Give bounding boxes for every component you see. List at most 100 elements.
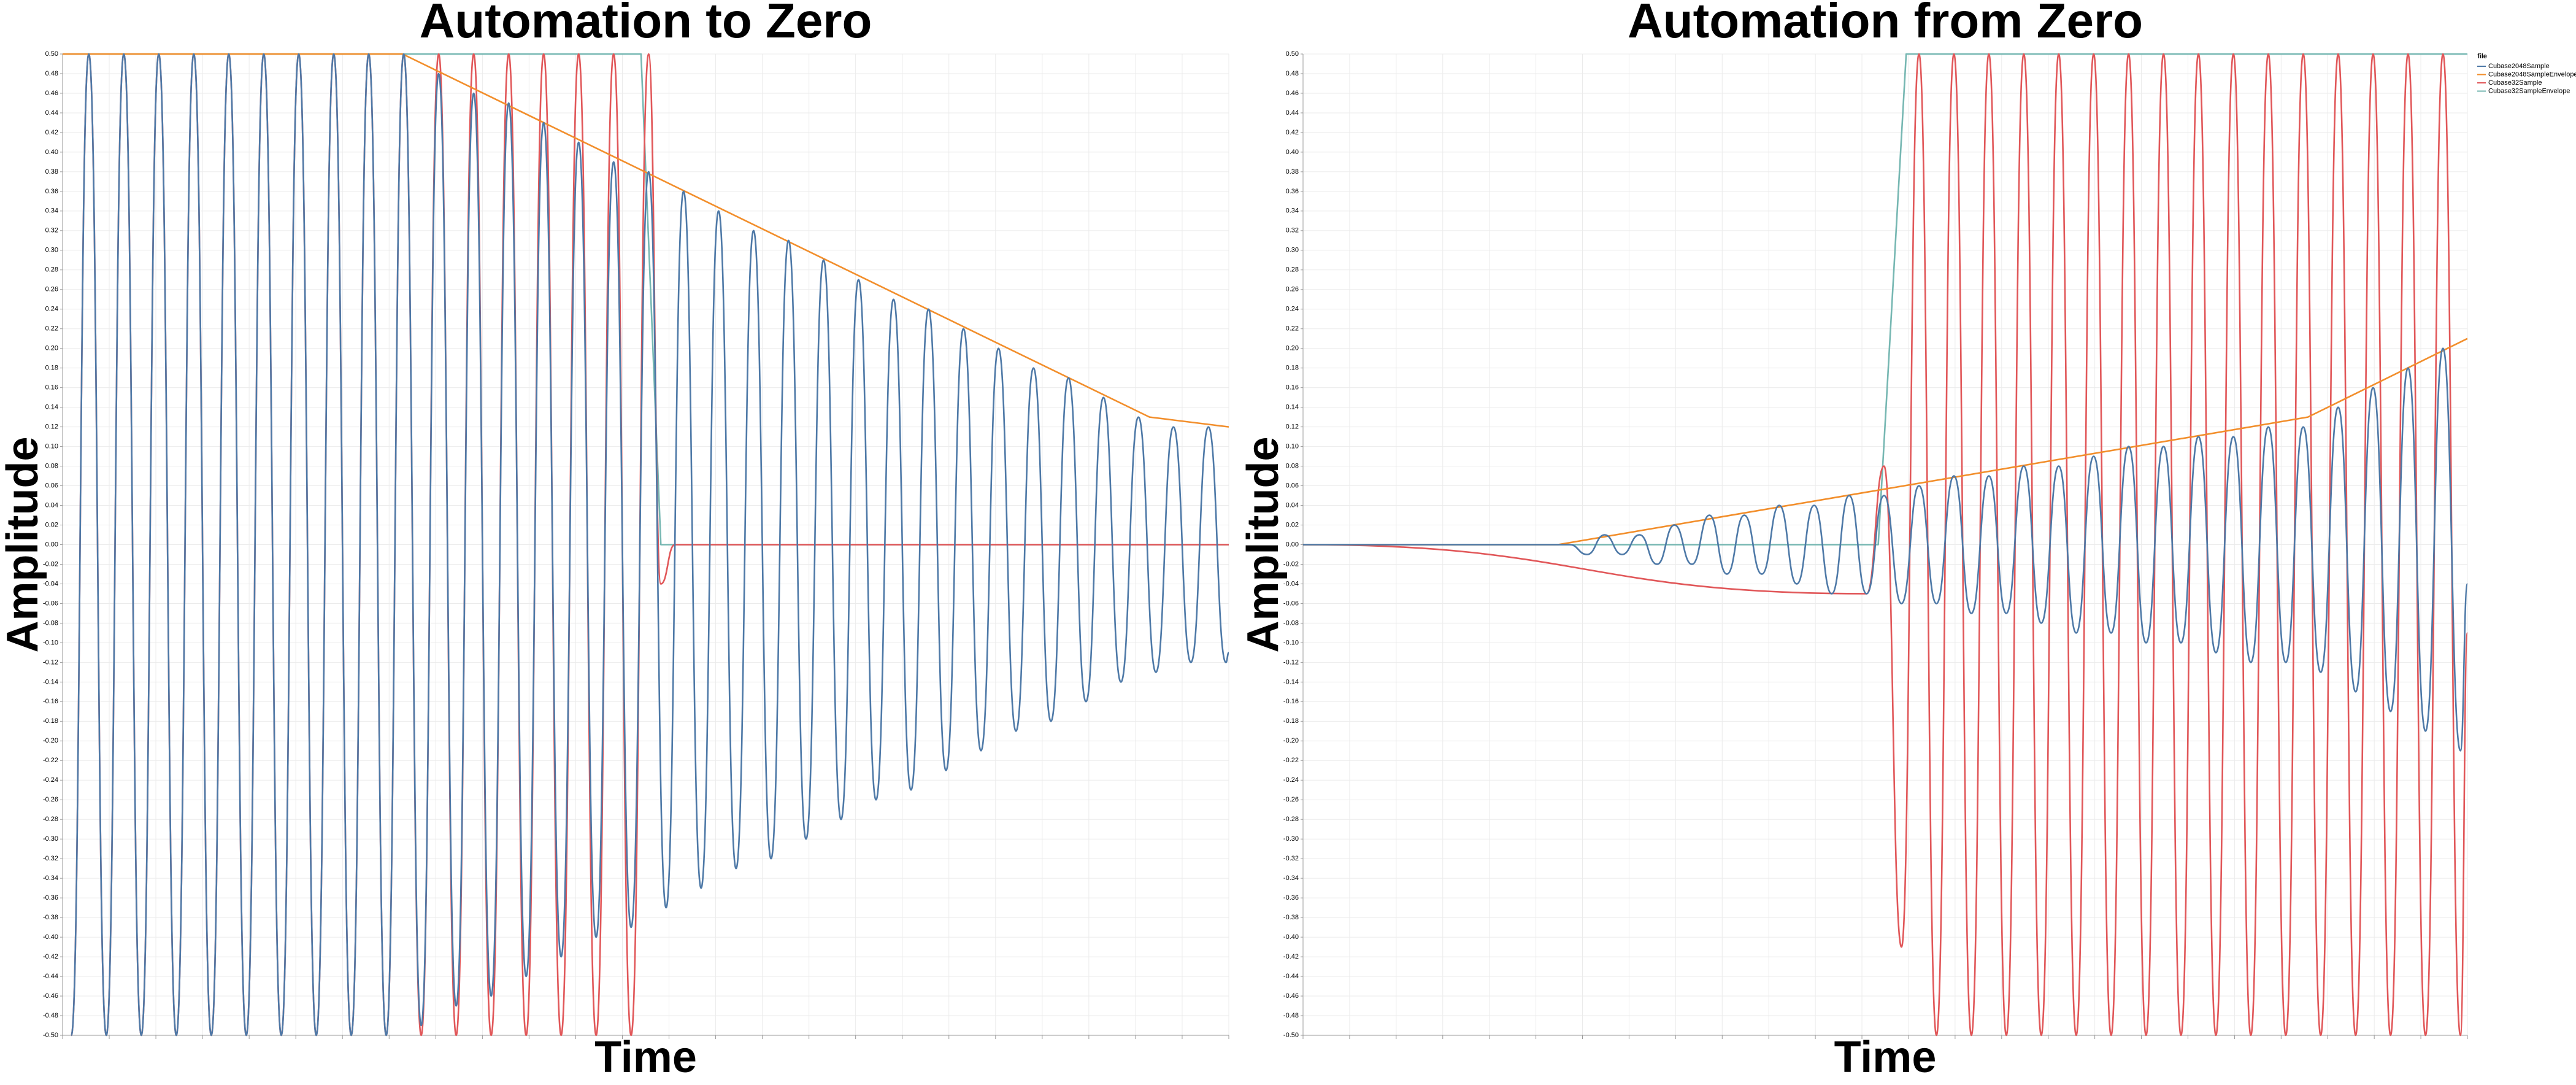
y-tick-label: -0.22 <box>43 757 58 764</box>
y-tick-label: -0.20 <box>43 737 58 744</box>
y-tick-label: 0.00 <box>1286 541 1299 548</box>
y-tick-label: -0.18 <box>43 717 58 725</box>
y-tick-label: -0.48 <box>1283 1012 1299 1019</box>
legend-label: Cubase2048SampleEnvelope <box>2488 71 2576 78</box>
chart-title: Automation to Zero <box>420 0 872 48</box>
y-tick-label: -0.50 <box>43 1032 58 1039</box>
y-tick-label: -0.34 <box>43 875 58 882</box>
y-tick-label: -0.32 <box>43 855 58 862</box>
y-tick-label: -0.28 <box>43 816 58 823</box>
y-tick-label: 0.18 <box>1286 365 1299 372</box>
y-tick-label: 0.38 <box>45 168 58 176</box>
y-tick-label: 0.26 <box>45 286 58 293</box>
y-tick-label: 0.40 <box>45 149 58 156</box>
y-tick-label: 0.48 <box>1286 70 1299 77</box>
y-tick-label: 0.40 <box>1286 149 1299 156</box>
y-tick-label: -0.44 <box>43 973 58 980</box>
y-tick-label: 0.16 <box>1286 384 1299 392</box>
y-tick-label: -0.04 <box>43 580 58 587</box>
y-tick-label: -0.50 <box>1283 1032 1299 1039</box>
y-tick-label: 0.30 <box>1286 247 1299 254</box>
y-tick-label: 0.26 <box>1286 286 1299 293</box>
y-tick-label: -0.42 <box>43 953 58 960</box>
y-tick-label: 0.30 <box>45 247 58 254</box>
y-tick-label: -0.08 <box>1283 619 1299 627</box>
y-tick-label: 0.06 <box>1286 482 1299 489</box>
y-axis-label: Amplitude <box>1239 437 1288 653</box>
chart-title: Automation from Zero <box>1628 0 2143 48</box>
y-tick-label: 0.20 <box>1286 345 1299 352</box>
y-tick-label: -0.32 <box>1283 855 1299 862</box>
y-tick-label: 0.24 <box>1286 306 1299 313</box>
y-tick-label: -0.12 <box>1283 658 1299 666</box>
y-tick-label: -0.46 <box>43 992 58 1000</box>
y-tick-label: 0.42 <box>45 129 58 136</box>
y-tick-label: 0.36 <box>1286 188 1299 195</box>
y-tick-label: -0.42 <box>1283 953 1299 960</box>
series-line <box>70 53 1230 1037</box>
y-tick-label: 0.38 <box>1286 168 1299 176</box>
y-tick-label: 0.50 <box>45 50 58 58</box>
y-tick-label: 0.28 <box>45 266 58 274</box>
y-tick-label: -0.38 <box>1283 914 1299 921</box>
series-line <box>63 53 1229 428</box>
y-tick-label: 0.02 <box>45 521 58 528</box>
y-tick-label: 0.16 <box>45 384 58 392</box>
y-tick-label: 0.32 <box>1286 227 1299 234</box>
y-tick-label: -0.36 <box>43 894 58 902</box>
legend-label: Cubase32Sample <box>2488 79 2542 87</box>
y-tick-label: -0.46 <box>1283 992 1299 1000</box>
y-tick-label: -0.24 <box>1283 776 1299 784</box>
y-tick-label: -0.48 <box>43 1012 58 1019</box>
y-tick-label: 0.22 <box>45 325 58 333</box>
y-tick-label: 0.46 <box>45 90 58 97</box>
legend-label: Cubase32SampleEnvelope <box>2488 87 2570 95</box>
y-tick-label: -0.08 <box>43 619 58 627</box>
y-tick-label: 0.20 <box>45 345 58 352</box>
y-tick-label: -0.20 <box>1283 737 1299 744</box>
y-tick-label: 0.04 <box>1286 501 1299 509</box>
y-tick-label: -0.04 <box>1283 580 1299 587</box>
y-tick-label: 0.14 <box>45 404 58 411</box>
y-tick-label: -0.14 <box>1283 678 1299 685</box>
y-tick-label: -0.26 <box>1283 796 1299 803</box>
y-tick-label: 0.02 <box>1286 521 1299 528</box>
y-tick-label: -0.26 <box>43 796 58 803</box>
y-tick-label: -0.40 <box>1283 933 1299 941</box>
y-tick-label: 0.34 <box>45 207 58 215</box>
y-tick-label: -0.10 <box>1283 639 1299 646</box>
chart-panel: Automation to Zero Time Amplitude -0.50 -0.4… <box>0 0 1230 1082</box>
chart-panel: Automation from Zero Time Amplitude -0.50 -0… <box>1239 0 2576 1082</box>
y-tick-label: 0.12 <box>1286 423 1299 431</box>
y-tick-label: -0.02 <box>43 560 58 568</box>
y-tick-label: -0.18 <box>1283 717 1299 725</box>
y-tick-label: -0.16 <box>43 698 58 705</box>
series-line <box>1303 53 2467 546</box>
y-tick-label: -0.36 <box>1283 894 1299 902</box>
y-tick-label: -0.10 <box>43 639 58 646</box>
legend-label: Cubase2048Sample <box>2488 63 2550 70</box>
y-tick-label: -0.16 <box>1283 698 1299 705</box>
y-tick-label: 0.48 <box>45 70 58 77</box>
y-tick-label: -0.06 <box>1283 600 1299 607</box>
series-line <box>1302 53 2469 1037</box>
y-tick-label: -0.02 <box>1283 560 1299 568</box>
y-tick-label: -0.38 <box>43 914 58 921</box>
y-tick-label: -0.14 <box>43 678 58 685</box>
y-tick-label: 0.24 <box>45 306 58 313</box>
y-tick-label: 0.18 <box>45 365 58 372</box>
y-tick-label: -0.24 <box>43 776 58 784</box>
y-tick-label: 0.50 <box>1286 50 1299 58</box>
y-tick-label: -0.22 <box>1283 757 1299 764</box>
y-tick-label: -0.30 <box>1283 835 1299 843</box>
y-tick-label: -0.40 <box>43 933 58 941</box>
y-tick-label: 0.42 <box>1286 129 1299 136</box>
y-tick-label: 0.44 <box>1286 109 1299 117</box>
x-axis-label: Time <box>594 1033 697 1082</box>
y-tick-label: -0.30 <box>43 835 58 843</box>
y-tick-label: 0.06 <box>45 482 58 489</box>
y-tick-label: 0.46 <box>1286 90 1299 97</box>
y-axis-label: Amplitude <box>0 437 47 653</box>
y-tick-label: -0.34 <box>1283 875 1299 882</box>
